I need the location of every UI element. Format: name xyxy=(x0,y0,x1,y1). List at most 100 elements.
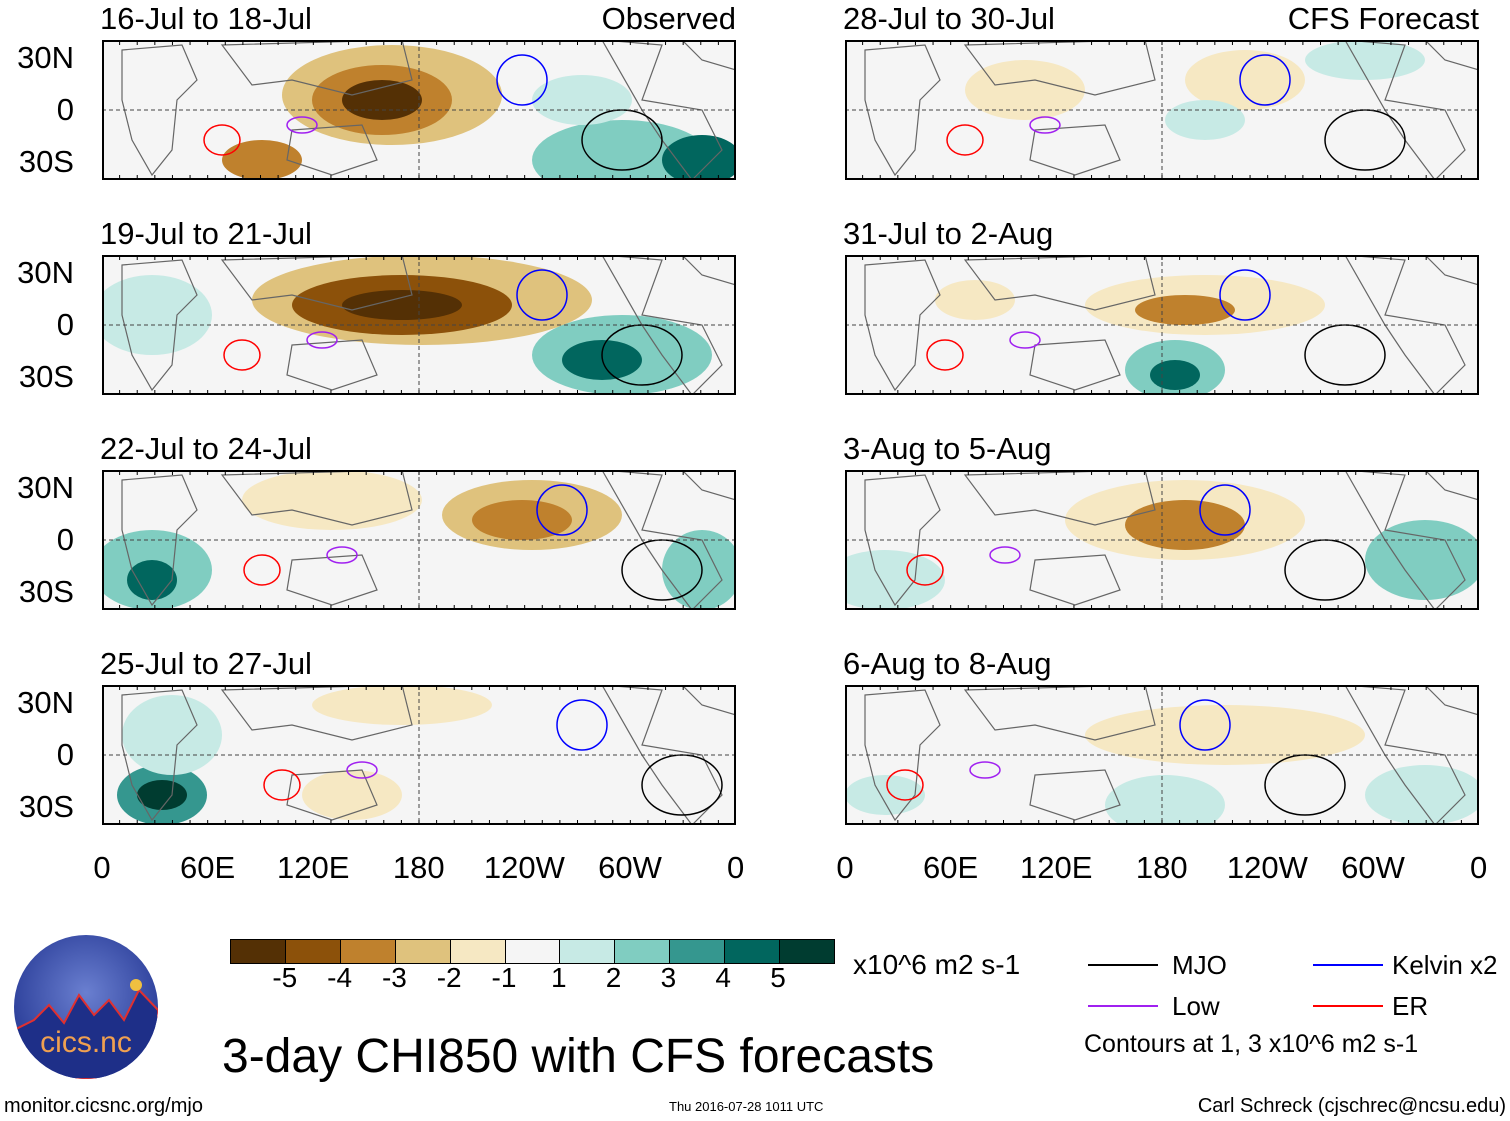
colorbar-cell xyxy=(780,940,834,963)
legend-label-er: ER xyxy=(1392,991,1429,1021)
anomaly-shading xyxy=(342,290,462,320)
coastline xyxy=(1343,39,1466,181)
x-tick-label: 120E xyxy=(1019,850,1093,885)
x-tick-label: 120W xyxy=(483,850,565,885)
wave-contour xyxy=(1179,699,1231,751)
footer-url[interactable]: monitor.cicsnc.org/mjo xyxy=(4,1095,203,1117)
map-panel xyxy=(844,684,1485,835)
panel-title: 3-Aug to 5-Aug xyxy=(843,431,1052,466)
x-tick-label: 60E xyxy=(923,850,979,885)
wave-contour xyxy=(1239,54,1291,106)
coastline xyxy=(600,254,723,396)
anomaly-shading xyxy=(1125,500,1245,550)
wave-contour xyxy=(926,339,964,371)
colorbar-label: -1 xyxy=(491,962,517,993)
anomaly-shading xyxy=(825,550,945,610)
colorbar-cell xyxy=(725,940,781,963)
anomaly-shading xyxy=(222,140,302,180)
anomaly-shading xyxy=(127,560,177,600)
anomaly-shading xyxy=(1185,50,1305,110)
colorbar-label: 5 xyxy=(770,962,786,993)
wave-contour xyxy=(1199,484,1251,536)
cics-logo: cics.nc xyxy=(14,935,158,1079)
anomaly-shading xyxy=(1165,100,1245,140)
wave-contour xyxy=(1219,269,1271,321)
colorbar-label: 2 xyxy=(605,962,622,993)
colorbar-label: -2 xyxy=(436,962,462,993)
anomaly-shading xyxy=(122,695,222,775)
panel-title: 25-Jul to 27-Jul xyxy=(100,646,312,681)
x-tick-label: 0 xyxy=(726,850,745,885)
wave-contour xyxy=(989,546,1021,564)
anomaly-shading xyxy=(1150,360,1200,390)
anomaly-shading xyxy=(935,280,1015,320)
x-tick-label: 180 xyxy=(392,850,445,885)
coastline xyxy=(1029,339,1121,391)
y-tick-label: 30N xyxy=(17,685,74,720)
map-panel xyxy=(92,254,737,396)
coastline xyxy=(286,124,378,176)
wave-contour xyxy=(906,554,944,586)
anomaly-shading xyxy=(965,60,1085,120)
colorbar-label: 4 xyxy=(715,962,731,993)
colorbar-label: 3 xyxy=(660,962,677,993)
coastline xyxy=(600,469,723,611)
colorbar-label: -4 xyxy=(327,962,353,993)
wave-contour xyxy=(1029,116,1061,134)
map-panel xyxy=(101,39,742,200)
coastline xyxy=(1029,124,1121,176)
y-tick-label: 30N xyxy=(17,40,74,75)
colorbar-cell xyxy=(285,940,341,963)
map-panel xyxy=(92,469,742,611)
coastline xyxy=(1343,684,1466,826)
coastline xyxy=(864,474,941,607)
wave-contour xyxy=(496,54,548,106)
anomaly-shading xyxy=(342,80,422,120)
anomaly-shading xyxy=(845,775,925,815)
wave-contour xyxy=(286,116,318,134)
wave-contour xyxy=(556,699,608,751)
anomaly-shading xyxy=(1365,765,1485,825)
y-tick-label: 0 xyxy=(56,92,74,127)
x-tick-label: 60W xyxy=(1341,850,1405,885)
legend-label-kelvin: Kelvin x2 xyxy=(1392,950,1498,980)
colorbar-label: -3 xyxy=(381,962,407,993)
legend-line-kelvin xyxy=(1313,964,1383,966)
coastline xyxy=(1029,554,1121,606)
wave-contour xyxy=(243,554,281,586)
panel-source-label: Observed xyxy=(601,1,736,36)
anomaly-shading xyxy=(1105,775,1225,835)
colorbar xyxy=(230,939,835,964)
colorbar-label: 1 xyxy=(551,962,567,993)
colorbar-cell xyxy=(340,940,396,963)
y-tick-label: 30S xyxy=(18,574,74,609)
colorbar-units: x10^6 m2 s-1 xyxy=(853,949,1021,980)
colorbar-cell xyxy=(670,940,726,963)
x-tick-label: 0 xyxy=(836,850,854,885)
x-tick-label: 0 xyxy=(1469,850,1488,885)
coastline xyxy=(1343,254,1466,396)
colorbar-cell xyxy=(560,940,616,963)
coastline xyxy=(600,39,723,181)
wave-contour xyxy=(641,754,723,816)
wave-contour xyxy=(326,546,358,564)
x-tick-label: 120E xyxy=(276,850,350,885)
panel-title: 19-Jul to 21-Jul xyxy=(100,216,312,251)
footer-timestamp: Thu 2016-07-28 1011 UTC xyxy=(669,1099,824,1114)
colorbar-cell xyxy=(395,940,451,963)
colorbar-label: -5 xyxy=(272,962,298,993)
wave-contour xyxy=(1264,754,1346,816)
wave-contour xyxy=(263,769,301,801)
colorbar-cell xyxy=(450,940,506,963)
logo-text: cics.nc xyxy=(40,1026,132,1059)
map-panel xyxy=(825,469,1485,611)
x-tick-label: 0 xyxy=(93,850,111,885)
wave-contour xyxy=(223,339,261,371)
y-tick-label: 0 xyxy=(56,737,74,772)
legend-line-er xyxy=(1313,1005,1383,1007)
coastline xyxy=(864,689,941,822)
y-tick-label: 30S xyxy=(18,359,74,394)
wave-contour xyxy=(346,761,378,779)
wave-contour xyxy=(946,124,984,156)
coastline xyxy=(121,259,198,392)
